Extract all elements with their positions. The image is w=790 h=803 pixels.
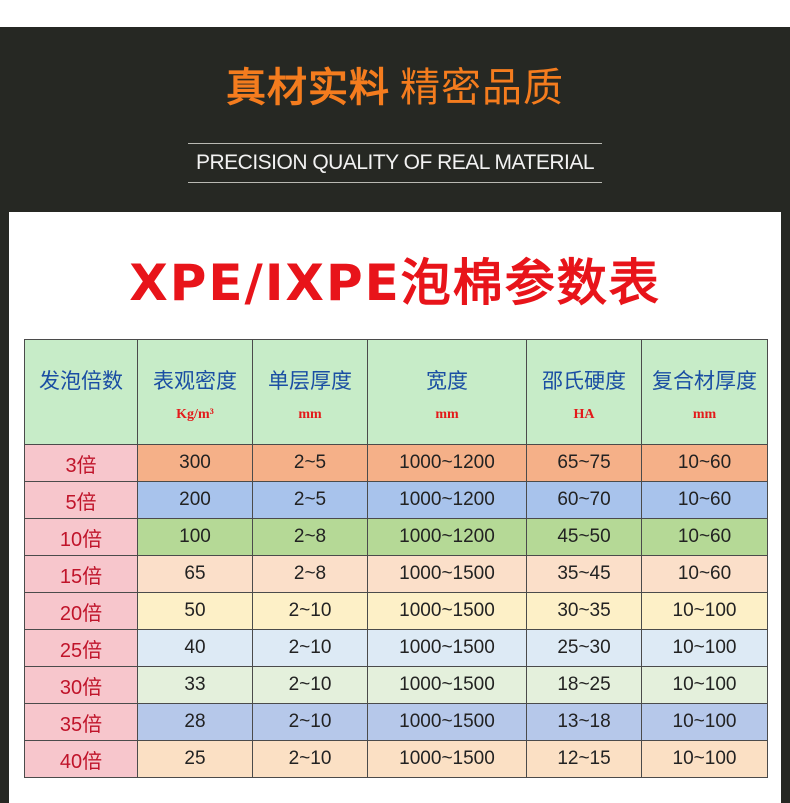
composite-thickness-cell: 10~100	[641, 592, 768, 630]
subtitle: PRECISION QUALITY OF REAL MATERIAL	[188, 143, 602, 183]
width-cell: 1000~1200	[367, 444, 527, 482]
hardness-cell: 13~18	[526, 703, 642, 741]
composite-thickness-cell: 10~60	[641, 555, 768, 593]
header-unit: mm	[692, 407, 717, 422]
hardness-cell: 65~75	[526, 444, 642, 482]
expansion-ratio-cell: 3倍	[24, 444, 138, 482]
thickness-cell: 2~10	[252, 592, 368, 630]
header-label: 复合材厚度	[652, 370, 757, 393]
table-row: 20倍 50 2~10 1000~1500 30~35 10~100	[24, 592, 768, 630]
headline-bold: 真材实料	[226, 65, 390, 111]
density-cell: 50	[137, 592, 253, 630]
expansion-ratio-cell: 20倍	[24, 592, 138, 630]
header-label: 单层厚度	[268, 370, 352, 393]
hardness-cell: 25~30	[526, 629, 642, 667]
table-row: 15倍 65 2~8 1000~1500 35~45 10~60	[24, 555, 768, 593]
header-label: 邵氏硬度	[542, 370, 626, 393]
header-unit: mm	[435, 407, 459, 422]
density-cell: 28	[137, 703, 253, 741]
expansion-ratio-cell: 10倍	[24, 518, 138, 556]
width-cell: 1000~1500	[367, 555, 527, 593]
hardness-cell: 60~70	[526, 481, 642, 519]
density-cell: 100	[137, 518, 253, 556]
expansion-ratio-cell: 35倍	[24, 703, 138, 741]
header-label: 发泡倍数	[39, 370, 123, 393]
table-row: 35倍 28 2~10 1000~1500 13~18 10~100	[24, 703, 768, 741]
composite-thickness-cell: 10~100	[641, 629, 768, 667]
expansion-ratio-cell: 30倍	[24, 666, 138, 704]
header-cell: 复合材厚度 mm	[641, 339, 768, 445]
thickness-cell: 2~10	[252, 740, 368, 778]
density-cell: 40	[137, 629, 253, 667]
density-cell: 25	[137, 740, 253, 778]
density-cell: 300	[137, 444, 253, 482]
header-unit: Kg/m³	[176, 407, 214, 422]
table-row: 30倍 33 2~10 1000~1500 18~25 10~100	[24, 666, 768, 704]
parameter-table: 发泡倍数 表观密度 Kg/m³ 单层厚度 mm 宽度 mm 邵氏硬度 HA	[24, 339, 768, 778]
header-cell: 邵氏硬度 HA	[526, 339, 642, 445]
table-row: 25倍 40 2~10 1000~1500 25~30 10~100	[24, 629, 768, 667]
headline: 真材实料 精密品质	[0, 62, 790, 114]
composite-thickness-cell: 10~60	[641, 444, 768, 482]
header-cell: 表观密度 Kg/m³	[137, 339, 253, 445]
table-row: 10倍 100 2~8 1000~1200 45~50 10~60	[24, 518, 768, 556]
width-cell: 1000~1200	[367, 518, 527, 556]
width-cell: 1000~1500	[367, 666, 527, 704]
header-unit: HA	[573, 407, 595, 422]
parameter-card: XPE/IXPE泡棉参数表 发泡倍数 表观密度 Kg/m³ 单层厚度	[9, 212, 781, 803]
thickness-cell: 2~8	[252, 555, 368, 593]
header-cell: 宽度 mm	[367, 339, 527, 445]
expansion-ratio-cell: 25倍	[24, 629, 138, 667]
thickness-cell: 2~5	[252, 481, 368, 519]
density-cell: 200	[137, 481, 253, 519]
composite-thickness-cell: 10~100	[641, 740, 768, 778]
expansion-ratio-cell: 15倍	[24, 555, 138, 593]
table-title: XPE/IXPE泡棉参数表	[129, 254, 661, 312]
thickness-cell: 2~5	[252, 444, 368, 482]
hardness-cell: 12~15	[526, 740, 642, 778]
thickness-cell: 2~10	[252, 629, 368, 667]
header-unit: mm	[298, 407, 322, 422]
headline-light: 精密品质	[400, 65, 564, 111]
hardness-cell: 18~25	[526, 666, 642, 704]
hardness-cell: 45~50	[526, 518, 642, 556]
header-label: 表观密度	[153, 370, 237, 393]
hardness-cell: 30~35	[526, 592, 642, 630]
header-cell: 单层厚度 mm	[252, 339, 368, 445]
top-white-strip	[0, 0, 790, 27]
thickness-cell: 2~10	[252, 666, 368, 704]
table-row: 40倍 25 2~10 1000~1500 12~15 10~100	[24, 740, 768, 778]
width-cell: 1000~1500	[367, 740, 527, 778]
composite-thickness-cell: 10~60	[641, 481, 768, 519]
width-cell: 1000~1500	[367, 629, 527, 667]
header-cell: 发泡倍数	[24, 339, 138, 445]
expansion-ratio-cell: 5倍	[24, 481, 138, 519]
composite-thickness-cell: 10~60	[641, 518, 768, 556]
header-label: 宽度	[426, 370, 468, 393]
table-row: 3倍 300 2~5 1000~1200 65~75 10~60	[24, 444, 768, 482]
width-cell: 1000~1500	[367, 703, 527, 741]
expansion-ratio-cell: 40倍	[24, 740, 138, 778]
header-row: 发泡倍数 表观密度 Kg/m³ 单层厚度 mm 宽度 mm 邵氏硬度 HA	[24, 339, 768, 445]
density-cell: 65	[137, 555, 253, 593]
thickness-cell: 2~8	[252, 518, 368, 556]
composite-thickness-cell: 10~100	[641, 666, 768, 704]
width-cell: 1000~1200	[367, 481, 527, 519]
width-cell: 1000~1500	[367, 592, 527, 630]
hardness-cell: 35~45	[526, 555, 642, 593]
thickness-cell: 2~10	[252, 703, 368, 741]
density-cell: 33	[137, 666, 253, 704]
composite-thickness-cell: 10~100	[641, 703, 768, 741]
data-rows: 3倍 300 2~5 1000~1200 65~75 10~60 5倍 200 2~5 1000~…	[24, 444, 768, 778]
table-row: 5倍 200 2~5 1000~1200 60~70 10~60	[24, 481, 768, 519]
